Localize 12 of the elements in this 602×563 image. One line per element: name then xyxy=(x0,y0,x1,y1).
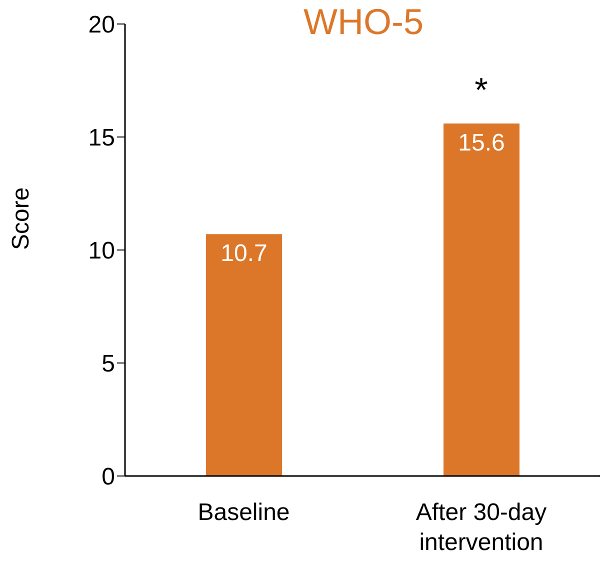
x-tick-label: After 30-day intervention xyxy=(416,499,547,556)
y-axis-title: Score xyxy=(8,187,35,250)
x-tick-label: Baseline xyxy=(198,499,290,526)
y-tick-label: 0 xyxy=(102,464,115,491)
y-tick-label: 20 xyxy=(88,12,115,39)
y-tick-label: 10 xyxy=(88,238,115,265)
data-label: 10.7 xyxy=(220,240,268,268)
chart-title: WHO-5 xyxy=(302,1,424,42)
y-tick-label: 15 xyxy=(88,124,115,152)
data-label: 15.6 xyxy=(458,129,505,156)
y-tick-label: 5 xyxy=(102,350,115,378)
annotation: * xyxy=(474,71,488,110)
